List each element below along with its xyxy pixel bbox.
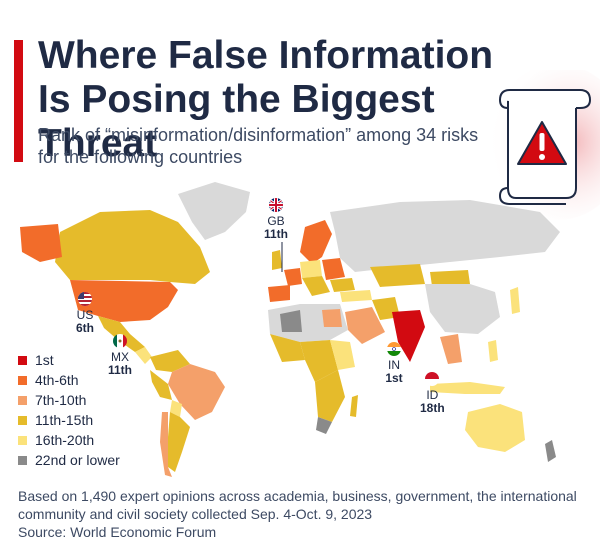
- callout-rank: 11th: [108, 363, 133, 377]
- legend-swatch: [18, 395, 27, 405]
- us-flag-icon: [78, 292, 92, 306]
- legend-item: 22nd or lower: [18, 450, 120, 470]
- legend-label: 11th-15th: [35, 412, 94, 428]
- legend-item: 4th-6th: [18, 370, 120, 390]
- southeast-asia: [440, 334, 462, 364]
- callout-in: IN 1st: [385, 342, 403, 385]
- legend-label: 1st: [35, 352, 54, 368]
- kazakhstan: [370, 264, 425, 287]
- callout-code: GB: [267, 214, 285, 228]
- callout-rank: 11th: [264, 227, 289, 241]
- page-subtitle: Rank of “misinformation/disinformation” …: [38, 125, 479, 167]
- italy-balkans: [302, 276, 330, 296]
- argentina: [168, 412, 190, 472]
- page-title: Where False Information Is Posing the Bi…: [38, 34, 494, 165]
- mexico-flag-icon: [113, 334, 127, 348]
- alaska: [20, 224, 62, 262]
- callout-mx: MX 11th: [108, 334, 132, 377]
- france: [284, 268, 302, 286]
- callout-id: ID 18th: [420, 372, 445, 415]
- russia: [330, 200, 560, 272]
- map-legend: 1st 4th-6th 7th-10th 11th-15th 16th-20th…: [18, 350, 120, 470]
- callout-code: ID: [426, 388, 439, 402]
- eastern-europe: [322, 258, 345, 280]
- australia: [465, 404, 525, 452]
- madagascar: [350, 395, 358, 417]
- legend-item: 16th-20th: [18, 430, 120, 450]
- world-map: [20, 182, 560, 477]
- southern-africa: [315, 370, 345, 422]
- callout-code: IN: [388, 358, 400, 372]
- mongolia: [430, 270, 470, 286]
- title-accent-bar: [14, 40, 23, 162]
- canada: [55, 210, 210, 284]
- india: [392, 310, 425, 362]
- callout-code: MX: [111, 350, 129, 364]
- callout-us: US 6th: [76, 292, 94, 335]
- callout-code: US: [76, 308, 94, 322]
- callout-rank: 18th: [420, 401, 445, 415]
- legend-item: 7th-10th: [18, 390, 120, 410]
- legend-item: 1st: [18, 350, 120, 370]
- legend-swatch: [18, 435, 27, 445]
- legend-swatch: [18, 375, 27, 385]
- china: [425, 284, 500, 334]
- east-africa: [330, 340, 355, 370]
- central-america: [135, 347, 152, 364]
- usa: [70, 280, 178, 322]
- legend-item: 11th-15th: [18, 410, 120, 430]
- footer: Based on 1,490 expert opinions across ac…: [18, 487, 593, 541]
- japan: [510, 287, 520, 314]
- algeria-libya: [280, 310, 302, 332]
- uk: [272, 250, 282, 270]
- warning-scroll-icon: [488, 70, 600, 220]
- chile: [160, 412, 172, 477]
- callout-rank: 1st: [385, 371, 403, 385]
- philippines: [488, 340, 498, 362]
- legend-swatch: [18, 415, 27, 425]
- legend-swatch: [18, 455, 27, 465]
- indonesia-flag-icon: [425, 372, 440, 386]
- egypt: [322, 309, 342, 327]
- mexico: [98, 316, 145, 352]
- south-africa: [316, 417, 332, 434]
- west-africa: [270, 334, 305, 362]
- india-flag-icon: [387, 342, 401, 356]
- new-zealand: [545, 440, 556, 462]
- ukraine: [330, 278, 355, 292]
- legend-label: 22nd or lower: [35, 452, 120, 468]
- saudi-arabia: [345, 307, 385, 344]
- indonesia: [430, 382, 505, 394]
- callout-gb: GB 11th: [264, 198, 288, 241]
- peru: [150, 370, 172, 400]
- greenland: [178, 182, 250, 240]
- brazil: [168, 364, 225, 420]
- legend-swatch: [18, 355, 27, 365]
- scandinavia: [300, 220, 332, 264]
- footer-note: Based on 1,490 expert opinions across ac…: [18, 488, 577, 522]
- colombia-venezuela: [150, 350, 190, 372]
- bolivia: [170, 400, 182, 417]
- callout-line-gb: [281, 242, 283, 272]
- legend-label: 4th-6th: [35, 372, 79, 388]
- footer-source: Source: World Economic Forum: [18, 524, 217, 540]
- central-africa: [300, 340, 338, 382]
- legend-label: 16th-20th: [35, 432, 95, 448]
- legend-label: 7th-10th: [35, 392, 87, 408]
- germany-central: [300, 260, 322, 278]
- turkey: [340, 290, 372, 302]
- callout-rank: 6th: [76, 321, 94, 335]
- uk-flag-icon: [269, 198, 283, 212]
- iberia: [268, 285, 290, 302]
